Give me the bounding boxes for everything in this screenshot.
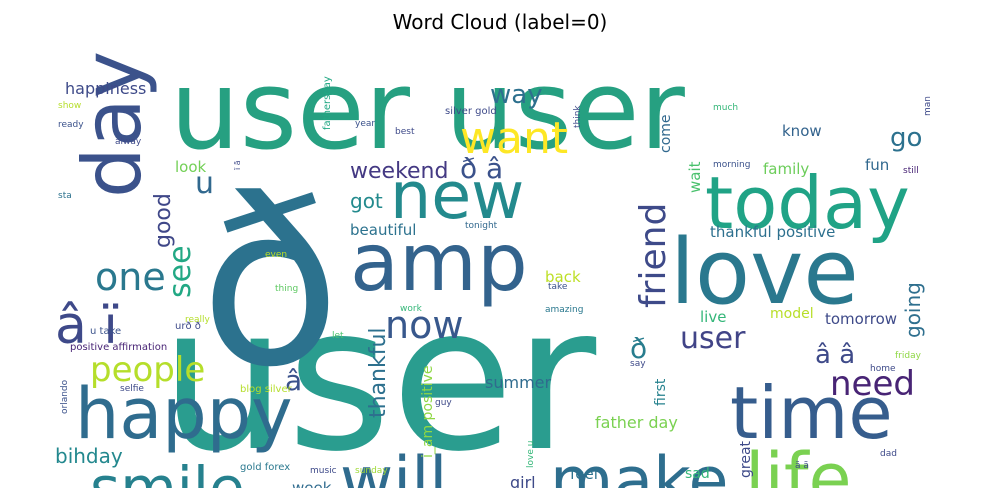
word-really-82: really [185, 315, 211, 325]
word-love-u-88: love u [526, 441, 536, 468]
word-blog-silver-64: blog silver [240, 384, 293, 395]
word-think-73: think [573, 105, 583, 128]
word-want-15: want [460, 113, 568, 164]
word-home-94: home [870, 364, 896, 374]
word-thankful-29: thankful [366, 327, 391, 418]
word-let-83: let [332, 331, 344, 341]
word-user-21: user [680, 321, 746, 356]
word--100: ï ã [233, 160, 242, 171]
word-girl-36: girl [510, 473, 536, 488]
word-amp-4: amp [350, 216, 528, 309]
word-friend-18: friend [633, 203, 674, 308]
word-alway-78: alway [115, 137, 142, 147]
word-music-67: music [310, 466, 337, 476]
word-year-74: year [355, 119, 375, 129]
word-new-7: new [390, 159, 524, 234]
chart-title: Word Cloud (label=0) [392, 10, 608, 34]
word-bihday-35: bihday [55, 444, 123, 468]
word-happiness-37: happiness [65, 79, 146, 98]
word-people-17: people [90, 350, 205, 390]
word-week-51: week [292, 479, 332, 488]
word-come-58: come [658, 114, 674, 153]
word-good-28: good [151, 193, 176, 248]
word-take-85: take [548, 282, 568, 292]
word-tomorrow-50: tomorrow [825, 310, 897, 328]
word-way-26: way [490, 80, 543, 110]
word-look-44: look [175, 158, 207, 176]
word-back-43: back [545, 268, 581, 286]
word-even-80: even [265, 250, 287, 260]
word-see-20: see [163, 245, 198, 298]
word--34: â [285, 364, 302, 397]
word--31: ð [630, 332, 647, 365]
word-wait-55: wait [686, 161, 704, 193]
word-u-take-65: u take [90, 326, 121, 337]
word-happy-8: happy [75, 373, 293, 455]
word-love-5: love [670, 220, 859, 325]
word--32: â â [815, 340, 855, 370]
word-fathersday-61: fathersday [322, 76, 333, 130]
word--1: ð [200, 151, 341, 418]
word-smile-13: smile [90, 454, 245, 488]
word-guy-87: guy [435, 398, 452, 408]
word-show-76: show [58, 101, 81, 111]
word-man-91: man [923, 96, 933, 116]
word-day-3: day [66, 51, 159, 198]
word-beautiful-38: beautiful [350, 221, 416, 239]
word--27: ð â [460, 152, 503, 185]
word-make-11: make [550, 444, 728, 488]
word-gold-forex-63: gold forex [240, 462, 290, 473]
word-summer-40: summer [485, 373, 551, 392]
word-live-48: live [700, 308, 726, 326]
word-need-22: need [830, 364, 915, 404]
word-father-day-41: father day [595, 413, 678, 432]
word-thankful-positive-39: thankful positive [710, 223, 835, 241]
word-selfie-89: selfie [120, 384, 144, 394]
word-u-23: u [195, 166, 214, 201]
word-now-19: now [385, 303, 463, 347]
word-say-86: say [630, 359, 646, 369]
word-silver-gold-60: silver gold [445, 106, 497, 117]
word-sta-79: sta [58, 191, 72, 201]
word-amazing-69: amazing [545, 305, 583, 315]
word-today-6: today [705, 161, 910, 245]
word--98: ã ã [795, 461, 809, 471]
word-ur-66: urð ð [175, 321, 201, 332]
word-still-92: still [903, 166, 919, 176]
word-first-56: first [653, 378, 669, 406]
word-time-9: time [730, 371, 893, 455]
word-user-0: user [160, 263, 597, 488]
word-positive-affirmation-62: positive affirmation [70, 342, 167, 353]
word-tonight-70: tonight [465, 221, 498, 231]
word-got-30: got [350, 189, 383, 213]
word-orlando-90: orlando [60, 379, 70, 414]
word-fun-46: fun [865, 156, 889, 174]
word-sad-53: sad [685, 466, 710, 482]
word--14: â ï [55, 296, 118, 356]
word-model-49: model [770, 306, 814, 322]
word-one-16: one [95, 255, 166, 299]
word-great-57: great [738, 440, 754, 478]
word-thing-81: thing [275, 284, 298, 294]
word-user-user-2: user user [170, 46, 686, 174]
word-feel-42: feel [570, 465, 598, 483]
word-know-47: know [782, 122, 822, 140]
word-sunday-68: sunday [355, 466, 388, 476]
word-friday-93: friday [895, 351, 922, 361]
word-morning-71: morning [713, 160, 750, 170]
word-go-24: go [890, 123, 922, 153]
word-i-am-positive-59: i_am positive [420, 366, 436, 458]
word-ready-77: ready [58, 120, 84, 130]
word-will-12: will [340, 444, 447, 488]
word-work-84: work [400, 304, 423, 314]
word-best-75: best [395, 127, 415, 137]
word-life-10: life [745, 438, 852, 488]
word-family-45: family [763, 160, 809, 178]
word-much-72: much [713, 103, 738, 113]
word-going-33: going [901, 282, 925, 338]
word-weekend-25: weekend [350, 159, 448, 184]
word-dad-95: dad [880, 449, 897, 459]
